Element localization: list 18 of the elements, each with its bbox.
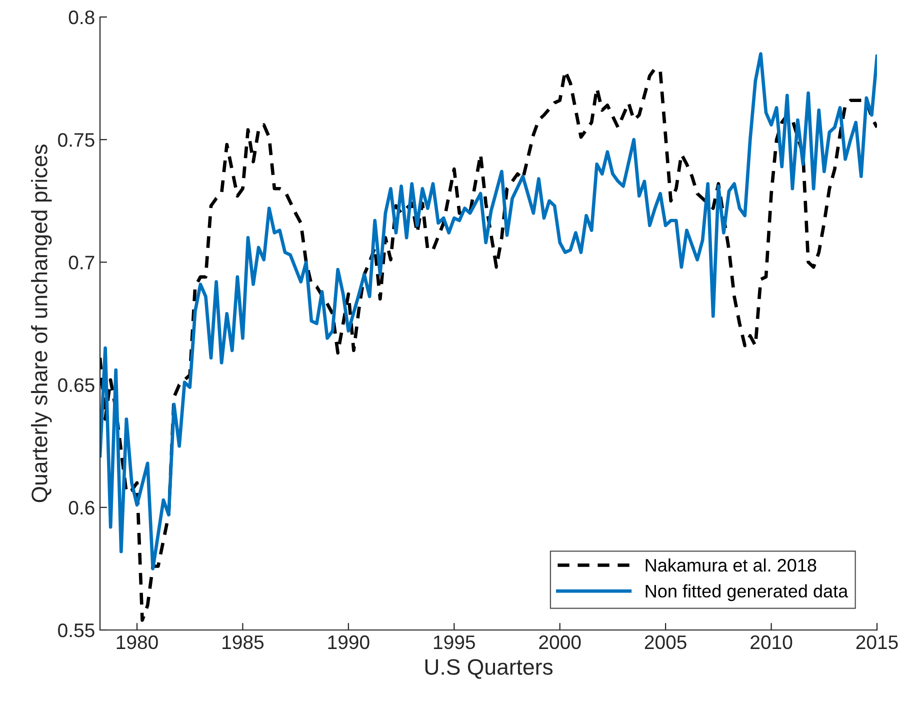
y-tick-label: 0.65 xyxy=(58,378,94,392)
x-tick-label: 2015 xyxy=(856,635,898,650)
y-tick-label: 0.55 xyxy=(58,623,94,638)
x-tick-label: 1990 xyxy=(328,635,370,650)
legend-label: Non fitted generated data xyxy=(646,584,848,602)
y-tick-label: 0.8 xyxy=(68,10,94,24)
x-tick-label: 2005 xyxy=(644,635,686,650)
y-axis-title: Quarterly share of unchanged prices xyxy=(31,144,52,502)
legend-label: Nakamura et al. 2018 xyxy=(646,558,816,572)
y-tick-label: 0.7 xyxy=(68,256,94,270)
x-tick-label: 1995 xyxy=(434,635,475,650)
x-tick-label: 2000 xyxy=(539,635,581,650)
x-tick-label: 1980 xyxy=(116,635,158,650)
x-axis-title: U.S Quarters xyxy=(425,659,553,679)
y-tick-label: 0.75 xyxy=(58,133,94,147)
x-tick-label: 1985 xyxy=(222,635,264,650)
y-tick-label: 0.6 xyxy=(68,500,94,515)
x-tick-label: 2010 xyxy=(750,635,792,650)
